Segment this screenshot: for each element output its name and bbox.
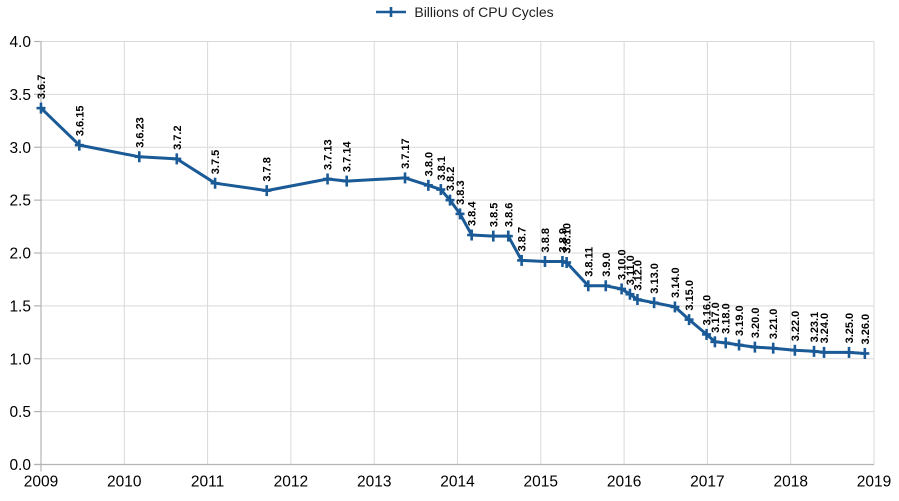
x-axis-tick-label: 2014 [440, 474, 475, 491]
x-axis-tick-label: 2009 [24, 474, 58, 491]
x-axis-tick-label: 2019 [857, 474, 891, 491]
x-axis-tick-label: 2017 [690, 474, 724, 491]
data-label: 3.6.23 [134, 117, 146, 148]
data-label: 3.8.9 [557, 228, 569, 252]
data-label: 3.8.10 [562, 223, 574, 254]
data-label: 3.8.5 [488, 203, 500, 227]
gridlines [41, 41, 875, 465]
data-label: 3.7.13 [323, 139, 335, 170]
data-label: 3.7.17 [400, 138, 412, 169]
data-label: 3.12.0 [632, 260, 644, 291]
x-axis-tick-label: 2010 [107, 474, 142, 491]
x-axis-tick-label: 2011 [191, 474, 224, 491]
chart-legend: Billions of CPU Cycles [15, 2, 899, 22]
data-label: 3.23.1 [809, 312, 821, 343]
data-label: 3.24.0 [819, 313, 831, 344]
data-label: 3.15.0 [684, 280, 696, 311]
data-label: 3.14.0 [670, 267, 682, 298]
x-axis-tick-label: 2016 [607, 474, 641, 491]
data-label: 3.6.7 [36, 75, 48, 99]
data-label: 3.7.14 [342, 141, 354, 172]
y-axis-tick-label: 0.5 [9, 404, 31, 421]
data-label: 3.21.0 [768, 309, 780, 340]
data-label: 3.22.0 [790, 311, 802, 342]
y-axis-tick-label: 3.0 [9, 140, 31, 157]
y-axis-tick-label: 3.5 [9, 87, 31, 104]
y-axis-tick-label: 2.0 [9, 246, 31, 263]
data-label: 3.8.11 [583, 247, 595, 277]
data-label: 3.7.2 [172, 125, 184, 149]
data-label: 3.11.0 [625, 255, 637, 285]
data-label: 3.8.6 [503, 203, 515, 227]
x-axis-tick-label: 2013 [357, 474, 391, 491]
data-label: 3.13.0 [649, 263, 661, 294]
x-axis-tick-label: 2018 [773, 474, 807, 491]
data-label: 3.26.0 [860, 314, 872, 345]
y-axis-tick-label: 2.5 [9, 193, 31, 210]
data-label: 3.7.8 [262, 157, 274, 181]
data-label: 3.16.0 [702, 295, 714, 326]
data-label: 3.6.15 [74, 106, 86, 137]
data-label: 3.8.7 [517, 227, 529, 251]
data-label: 3.7.5 [210, 150, 222, 174]
data-point-markers [36, 102, 870, 359]
x-axis-tick-label: 2012 [274, 474, 308, 491]
data-label: 3.8.3 [455, 180, 467, 204]
data-labels: 3.6.7 3.6.15 3.6.23 3.7.2 3.7.5 3.7.8 3.7.13 3.… [36, 75, 872, 345]
data-label: 3.9.0 [601, 252, 613, 276]
data-label: 3.18.0 [721, 303, 733, 334]
data-label: 3.8.4 [467, 201, 479, 226]
x-axis-tick-label: 2015 [524, 474, 558, 491]
data-label: 3.17.0 [710, 302, 722, 333]
data-label: 3.8.2 [445, 167, 457, 191]
y-axis-tick-label: 1.0 [9, 351, 31, 368]
data-label: 3.20.0 [750, 308, 762, 339]
data-label: 3.10.0 [617, 249, 629, 280]
data-label: 3.8.8 [540, 228, 552, 252]
data-label: 3.25.0 [844, 313, 856, 344]
data-label: 3.8.1 [436, 156, 448, 180]
tick-labels: 0.0 0.5 1.0 1.5 2.0 2.5 3.0 3.5 4.0 2009 2010 2011 2… [9, 34, 891, 491]
y-axis-tick-label: 0.0 [9, 457, 31, 474]
legend-label: Billions of CPU Cycles [414, 4, 554, 20]
axes [34, 40, 874, 472]
y-axis-tick-label: 4.0 [9, 34, 31, 51]
data-label: 3.19.0 [734, 305, 746, 336]
y-axis-tick-label: 1.5 [9, 298, 31, 315]
legend-line-marker-icon [376, 7, 407, 17]
data-label: 3.8.0 [423, 152, 435, 176]
